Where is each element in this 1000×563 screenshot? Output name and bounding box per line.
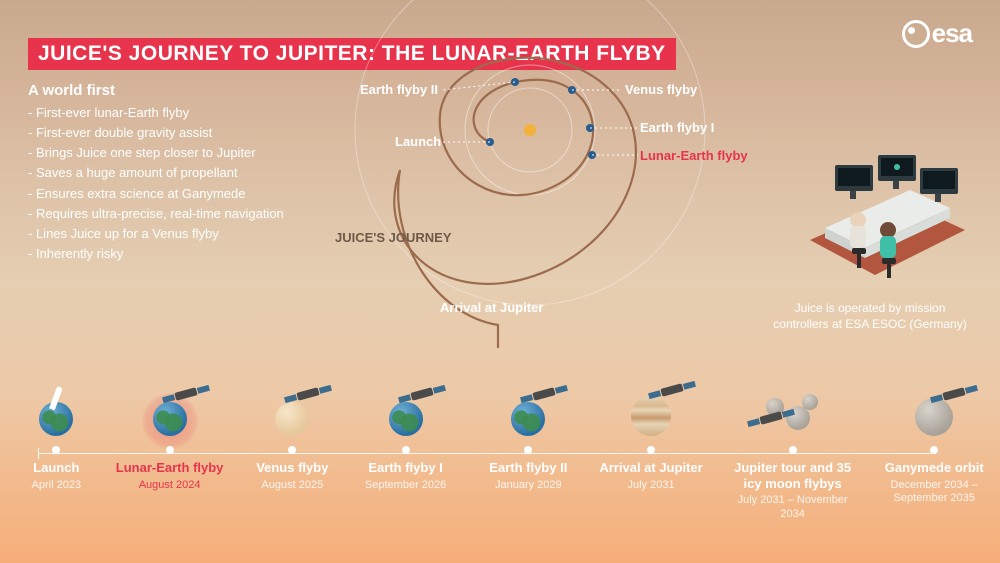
world-first-item: Ensures extra science at Ganymede (28, 184, 284, 204)
timeline-event-icon (0, 381, 116, 436)
world-first-heading: A world first (28, 82, 284, 99)
timeline-dot (52, 446, 60, 454)
timeline-event: Earth flyby I September 2026 (346, 381, 466, 492)
diagram-journey-label: JUICE'S JOURNEY (335, 230, 452, 245)
world-first-item: Requires ultra-precise, real-time naviga… (28, 204, 284, 224)
timeline-event-label: Venus flyby (232, 460, 352, 476)
timeline-event: Earth flyby II January 2029 (468, 381, 588, 492)
esa-logo-icon (902, 20, 930, 48)
timeline-event-date: January 2029 (468, 479, 588, 493)
world-first-item: Brings Juice one step closer to Jupiter (28, 143, 284, 163)
timeline-event: Launch April 2023 (0, 381, 116, 492)
timeline-dot (288, 446, 296, 454)
timeline-event-icon (874, 381, 994, 436)
world-first-item: Lines Juice up for a Venus flyby (28, 224, 284, 244)
timeline-event: Lunar-Earth flyby August 2024 (110, 381, 230, 492)
diagram-label-earth-flyby-2: Earth flyby II (360, 82, 438, 97)
esa-logo: esa (902, 18, 972, 49)
timeline-dot (789, 446, 797, 454)
world-first-item: Saves a huge amount of propellant (28, 163, 284, 183)
world-first-block: A world first First-ever lunar-Earth fly… (28, 82, 284, 264)
timeline-event-date: July 2031 – November 2034 (733, 494, 853, 522)
diagram-label-lunar-earth-flyby: Lunar-Earth flyby (640, 148, 748, 163)
timeline-event-icon (346, 381, 466, 436)
esa-logo-text: esa (932, 18, 972, 49)
control-room-illustration (780, 130, 970, 300)
timeline-dot (524, 446, 532, 454)
diagram-label-earth-flyby-1: Earth flyby I (640, 120, 714, 135)
timeline-event: Ganymede orbit December 2034 – September … (874, 381, 994, 506)
trajectory-diagram: Earth flyby II Venus flyby Launch Earth … (340, 30, 700, 350)
timeline-event: Arrival at Jupiter July 2031 (591, 381, 711, 492)
timeline-event: Jupiter tour and 35 icy moon flybys July … (733, 381, 853, 522)
timeline-event-date: August 2025 (232, 479, 352, 493)
timeline-event-label: Launch (0, 460, 116, 476)
timeline-event-label: Earth flyby I (346, 460, 466, 476)
world-first-item: First-ever double gravity assist (28, 123, 284, 143)
timeline-event-label: Jupiter tour and 35 icy moon flybys (733, 460, 853, 491)
timeline-event-icon (110, 381, 230, 436)
timeline-dot (166, 446, 174, 454)
timeline-event-label: Earth flyby II (468, 460, 588, 476)
world-first-item: First-ever lunar-Earth flyby (28, 103, 284, 123)
timeline-dot (930, 446, 938, 454)
timeline-event-date: December 2034 – September 2035 (874, 479, 994, 507)
mission-timeline: LaunchApril 2023Lunar-Earth flybyAugust … (28, 381, 972, 541)
timeline-event-icon (468, 381, 588, 436)
timeline-dot (647, 446, 655, 454)
diagram-label-launch: Launch (395, 134, 441, 149)
timeline-event-date: April 2023 (0, 479, 116, 493)
diagram-label-venus-flyby: Venus flyby (625, 82, 697, 97)
timeline-event-date: July 2031 (591, 479, 711, 493)
timeline-event-icon (591, 381, 711, 436)
timeline-event-label: Arrival at Jupiter (591, 460, 711, 476)
timeline-event-icon (733, 381, 853, 436)
timeline-event-date: September 2026 (346, 479, 466, 493)
diagram-label-arrival-jupiter: Arrival at Jupiter (440, 300, 543, 315)
timeline-event-date: August 2024 (110, 479, 230, 493)
timeline-event: Venus flyby August 2025 (232, 381, 352, 492)
timeline-dot (402, 446, 410, 454)
timeline-event-icon (232, 381, 352, 436)
timeline-event-label: Ganymede orbit (874, 460, 994, 476)
world-first-item: Inherently risky (28, 244, 284, 264)
control-room-caption: Juice is operated by mission controllers… (770, 300, 970, 332)
timeline-event-label: Lunar-Earth flyby (110, 460, 230, 476)
world-first-list: First-ever lunar-Earth flyby First-ever … (28, 103, 284, 264)
